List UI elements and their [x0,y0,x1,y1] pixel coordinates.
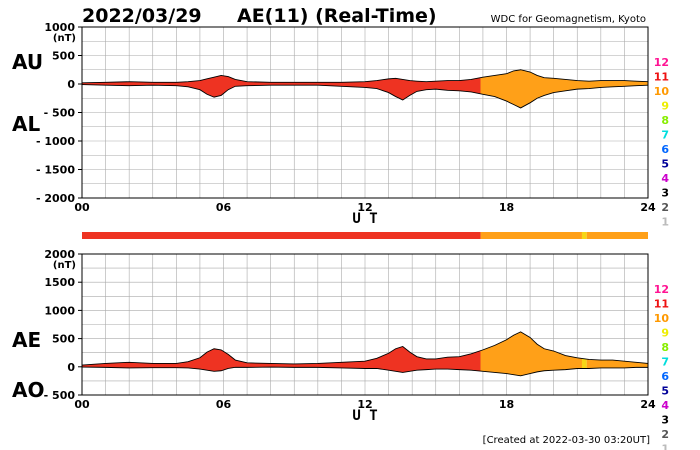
y-tick-label: - 500 [44,107,76,120]
station-level-label: 9 [661,100,669,113]
au-al-area [82,69,648,108]
au-al-x-ticks: 00 06 12 18 24 [74,201,656,214]
ae-ao-lines [81,331,649,377]
area-segment [82,346,481,373]
au-al-unit-label: (nT) [53,33,76,44]
y-tick-label: 1000 [44,21,75,34]
y-tick-label: 2000 [44,248,75,261]
ae-ao-x-ticks: 00 06 12 18 24 [74,398,656,411]
station-level-label: 10 [654,85,670,98]
station-bar-segment [586,232,648,239]
ae-ao-y-ticks: 2000 1500 1000 500 0 - 500 [44,248,82,402]
ae-series-line [81,331,649,366]
station-level-label: 2 [661,428,669,441]
ae-ao-area [82,331,648,376]
ae-ao-plot-frame [81,253,649,396]
ae-ao-x-axis-label: U T [352,408,377,424]
station-level-label: 4 [661,399,669,412]
au-series-line [81,69,649,84]
station-level-label: 6 [661,370,669,383]
area-segment [480,331,582,376]
station-level-label: 8 [661,114,669,127]
station-level-label: 11 [654,71,669,84]
date-label: 2022/03/29 [82,5,202,27]
area-segment [586,359,648,369]
au-al-lines [81,69,649,109]
x-tick-label: 06 [216,398,232,411]
area-segment [480,69,648,108]
station-level-label: 2 [661,201,669,214]
station-level-label: 7 [661,356,669,369]
y-tick-label: 500 [52,50,75,63]
station-bar-segment [581,232,587,239]
al-series-line [81,84,649,109]
au-al-grid [81,26,649,199]
y-tick-label: 1000 [44,304,75,317]
au-al-y-ticks: 1000 500 0 - 500 - 1000 - 1500 - 2000 [36,21,82,205]
y-tick-label: 0 [67,78,75,91]
station-level-label: 12 [654,56,669,69]
station-level-label: 3 [661,187,669,200]
station-level-label: 5 [661,158,669,171]
station-level-label: 5 [661,385,669,398]
station-bar-segment [82,232,481,239]
y-tick-label: - 500 [44,389,76,402]
y-tick-label: 1500 [44,276,75,289]
x-tick-label: 24 [640,201,656,214]
y-tick-label: - 1000 [36,135,75,148]
y-tick-label: - 1500 [36,164,75,177]
source-label: WDC for Geomagnetism, Kyoto [491,14,646,25]
x-tick-label: 00 [74,201,90,214]
x-tick-label: 06 [216,201,232,214]
au-al-x-axis-label: U T [352,211,377,227]
ao-series-line [81,366,648,377]
created-timestamp: [Created at 2022-03-30 03:20UT] [483,435,650,446]
ae-side-label: AE [12,328,41,352]
ae-ao-unit-label: (nT) [53,260,76,271]
chart-title: AE(11) (Real-Time) [237,5,437,27]
station-level-label: 9 [661,327,669,340]
x-tick-label: 24 [640,398,656,411]
x-tick-label: 12 [357,398,372,411]
station-level-label: 1 [661,443,669,450]
station-count-bar [82,232,648,239]
y-tick-label: 0 [67,361,75,374]
x-tick-label: 18 [499,201,514,214]
au-side-label: AU [12,50,43,74]
y-tick-label: 500 [52,333,75,346]
station-level-label: 10 [654,312,670,325]
station-level-label: 12 [654,283,669,296]
y-tick-label: - 2000 [36,192,75,205]
x-tick-label: 12 [357,201,372,214]
x-tick-label: 18 [499,398,514,411]
station-level-label: 11 [654,298,669,311]
station-level-label: 7 [661,129,669,142]
ae-ao-grid [81,253,649,396]
station-level-label: 6 [661,143,669,156]
station-bar-segment [480,232,582,239]
x-tick-label: 00 [74,398,90,411]
area-segment [82,75,481,100]
station-level-label: 8 [661,341,669,354]
area-segment [581,358,587,369]
al-side-label: AL [12,112,40,136]
ao-side-label: AO [12,378,44,402]
station-level-label: 3 [661,414,669,427]
station-level-label: 4 [661,172,669,185]
station-level-label: 1 [661,216,669,229]
